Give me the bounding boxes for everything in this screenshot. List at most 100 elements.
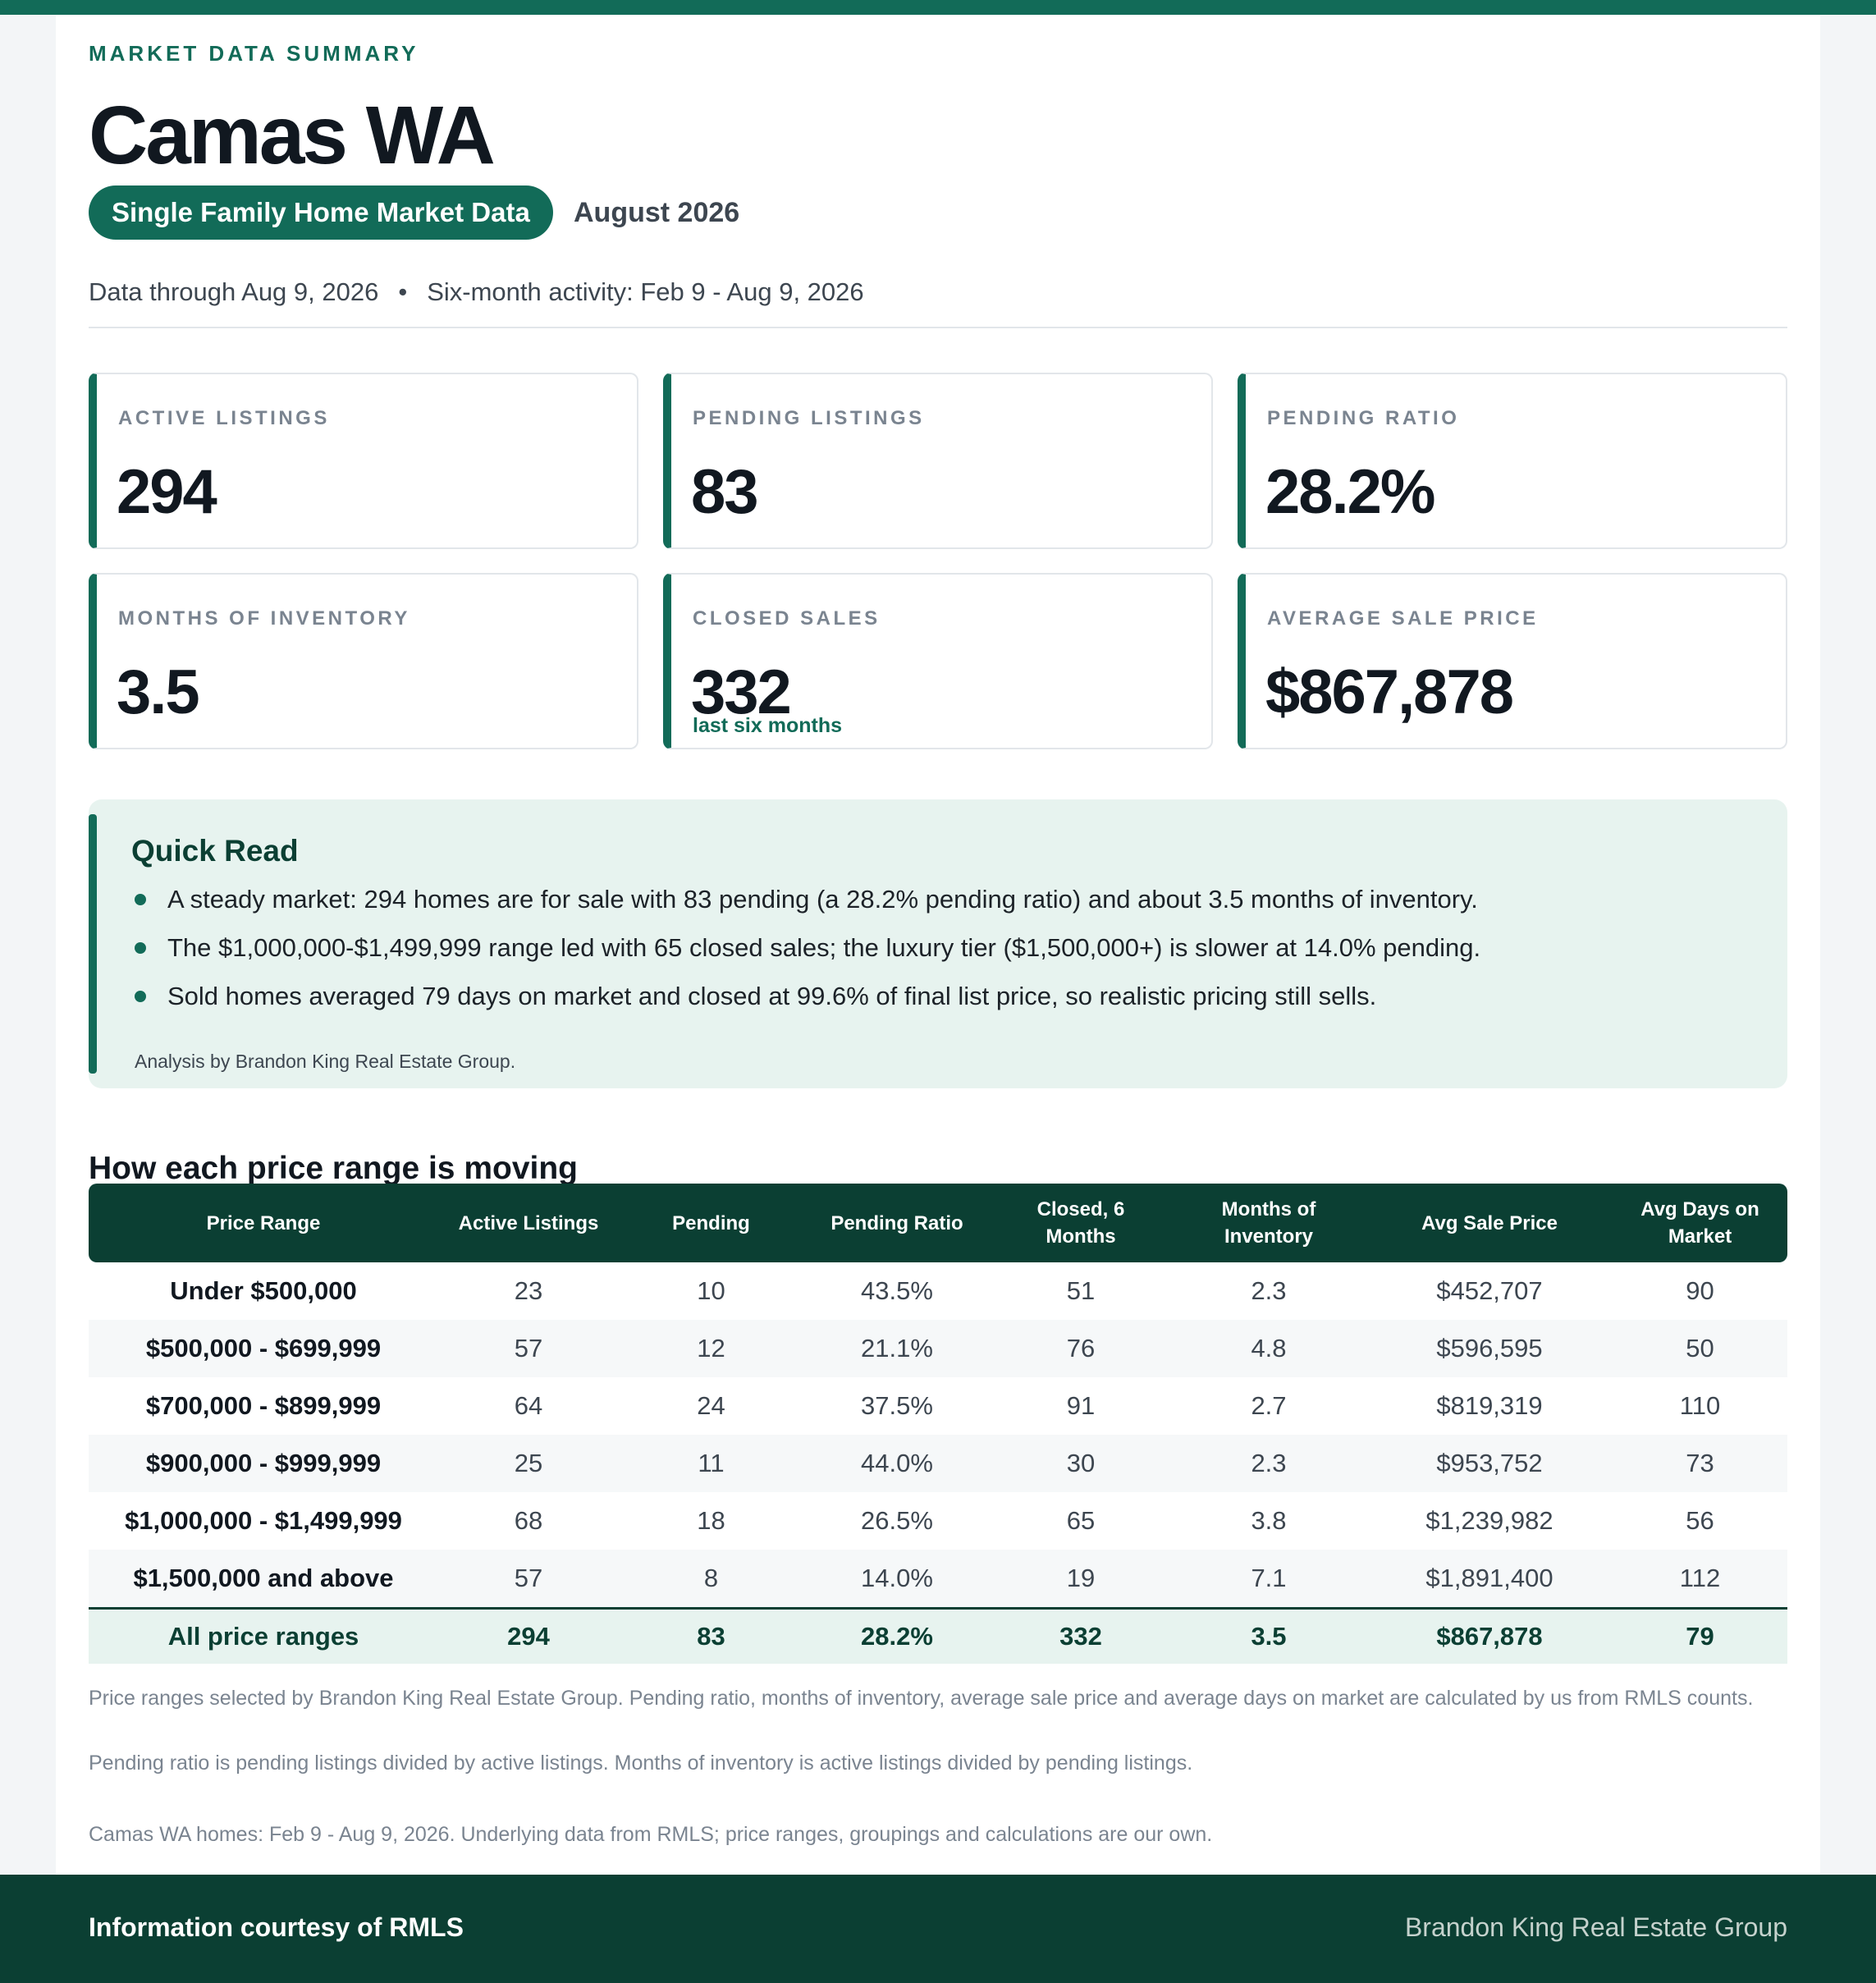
data-through-text: Data through Aug 9, 2026 <box>89 277 379 306</box>
quick-read-bullet-text: A steady market: 294 homes are for sale … <box>167 885 1478 914</box>
column-header: Pending Ratio <box>803 1184 991 1262</box>
table-cell: 7.1 <box>1171 1550 1366 1607</box>
column-header: Avg Days on Market <box>1613 1184 1787 1262</box>
total-cell: 3.5 <box>1171 1607 1366 1664</box>
header-divider <box>89 327 1787 328</box>
quick-read-accent-bar <box>89 814 97 1074</box>
quick-read-bullet-text: The $1,000,000-$1,499,999 range led with… <box>167 933 1481 962</box>
table-cell: 21.1% <box>803 1320 991 1377</box>
stat-subtext: last six months <box>693 714 842 737</box>
stat-value: 3.5 <box>117 657 200 727</box>
stat-value: 294 <box>117 457 217 527</box>
table-cell: 4.8 <box>1171 1320 1366 1377</box>
price-range-section-title: How each price range is moving <box>89 1151 579 1186</box>
stat-label: Closed Sales <box>693 607 881 630</box>
table-cell: 2.3 <box>1251 1276 1287 1305</box>
table-cell: 73 <box>1613 1435 1787 1492</box>
stat-value: 332 <box>691 657 792 727</box>
price-range-cell: $500,000 - $699,999 <box>89 1320 438 1377</box>
table-cell: $596,595 <box>1366 1320 1613 1377</box>
stat-card-average-sale-price: Average Sale Price $867,878 <box>1238 573 1787 749</box>
column-header: Price Range <box>89 1184 438 1262</box>
table-header-row: Price Range Active Listings Pending Pend… <box>89 1184 1787 1262</box>
bullet-dot-icon <box>135 991 146 1002</box>
table-cell: 91 <box>1066 1391 1096 1420</box>
table-cell: 37.5% <box>861 1391 933 1420</box>
quick-read-bullet: Sold homes averaged 79 days on market an… <box>131 980 1480 1028</box>
column-header: Months of Inventory <box>1171 1184 1366 1262</box>
bullet-dot-icon <box>135 894 146 905</box>
table-cell: 65 <box>1066 1506 1096 1535</box>
column-header: Pending <box>619 1184 803 1262</box>
analysis-credit: Analysis by Brandon King Real Estate Gro… <box>135 1051 516 1072</box>
stat-label: Active Listings <box>118 407 330 429</box>
table-cell: $953,752 <box>1366 1435 1613 1492</box>
total-cell: 79 <box>1613 1607 1787 1664</box>
column-header: Avg Sale Price <box>1366 1184 1613 1262</box>
property-type-badge: Single Family Home Market Data <box>89 185 553 240</box>
stat-label: Average Sale Price <box>1267 607 1539 630</box>
stat-card-months-of-inventory: Months of Inventory 3.5 <box>89 573 638 749</box>
stat-label: Pending Listings <box>693 407 925 429</box>
stat-card-closed-sales: Closed Sales 332 last six months <box>663 573 1213 749</box>
report-period: August 2026 <box>574 197 740 228</box>
report-sheet: MARKET DATA SUMMARY Camas WA Single Fami… <box>56 15 1820 1875</box>
date-range-line: Data through Aug 9, 2026 • Six-month activ… <box>89 277 864 307</box>
table-cell: 11 <box>619 1435 803 1492</box>
total-cell: 83 <box>619 1607 803 1664</box>
footer-brokerage: Brandon King Real Estate Group <box>1404 1912 1787 1942</box>
table-cell: 43.5% <box>861 1276 933 1305</box>
top-accent-bar <box>0 0 1876 15</box>
stat-card-pending-listings: Pending Listings 83 <box>663 373 1213 549</box>
table-cell: $452,707 <box>1436 1276 1543 1305</box>
report-kicker: MARKET DATA SUMMARY <box>89 41 419 66</box>
table-cell: 2.3 <box>1171 1435 1366 1492</box>
price-range-cell: $700,000 - $899,999 <box>145 1391 382 1420</box>
page-footer: Information courtesy of RMLS Brandon Kin… <box>0 1875 1876 1983</box>
stat-label: Pending Ratio <box>1267 407 1460 429</box>
stat-value: 83 <box>691 457 759 527</box>
quick-read-bullet-text: Sold homes averaged 79 days on market an… <box>167 982 1377 1010</box>
quick-read-bullet: A steady market: 294 homes are for sale … <box>131 883 1480 932</box>
total-cell: 332 <box>991 1607 1171 1664</box>
table-cell: 64 <box>514 1391 543 1420</box>
table-row: $700,000 - $899,999 64 24 37.5% 91 2.7 $… <box>89 1377 1787 1435</box>
table-cell: $1,239,982 <box>1425 1506 1553 1535</box>
table-cell: 50 <box>1613 1320 1787 1377</box>
table-cell: 10 <box>697 1276 725 1305</box>
table-cell: 30 <box>991 1435 1171 1492</box>
stat-value: 28.2% <box>1265 457 1435 527</box>
table-cell: 57 <box>438 1320 619 1377</box>
table-row: $900,000 - $999,999 25 11 44.0% 30 2.3 $… <box>89 1435 1787 1492</box>
table-row: $500,000 - $699,999 57 12 21.1% 76 4.8 $… <box>89 1320 1787 1377</box>
table-cell: 14.0% <box>803 1550 991 1607</box>
table-cell: 68 <box>514 1506 543 1535</box>
table-cell: 110 <box>1679 1391 1721 1420</box>
stat-card-active-listings: Active Listings 294 <box>89 373 638 549</box>
table-cell: $819,319 <box>1436 1391 1543 1420</box>
stat-card-pending-ratio: Pending Ratio 28.2% <box>1238 373 1787 549</box>
table-total-row: All price ranges 294 83 28.2% 332 3.5 $8… <box>89 1607 1787 1664</box>
table-cell: 12 <box>619 1320 803 1377</box>
table-cell: 18 <box>697 1506 725 1535</box>
table-cell: $1,891,400 <box>1366 1550 1613 1607</box>
price-range-cell: Under $500,000 <box>170 1276 357 1305</box>
table-cell: 25 <box>438 1435 619 1492</box>
table-cell: 8 <box>619 1550 803 1607</box>
table-cell: 90 <box>1686 1276 1714 1305</box>
table-cell: 76 <box>991 1320 1171 1377</box>
quick-read-panel: Quick Read A steady market: 294 homes ar… <box>89 799 1787 1088</box>
source-note: Camas WA homes: Feb 9 - Aug 9, 2026. Und… <box>89 1823 1213 1846</box>
stat-label: Months of Inventory <box>118 607 410 630</box>
table-row: $1,500,000 and above 57 8 14.0% 19 7.1 $… <box>89 1550 1787 1607</box>
table-cell: 19 <box>991 1550 1171 1607</box>
table-cell: 57 <box>438 1550 619 1607</box>
methodology-note: Price ranges selected by Brandon King Re… <box>89 1687 1754 1710</box>
table-row: $1,000,000 - $1,499,999 68 18 26.5% 65 3… <box>89 1492 1787 1550</box>
quick-read-list: A steady market: 294 homes are for sale … <box>131 883 1480 1028</box>
table-cell: 3.8 <box>1251 1506 1287 1535</box>
total-cell: 294 <box>438 1607 619 1664</box>
table-cell: 112 <box>1613 1550 1787 1607</box>
report-title: Camas WA <box>89 89 496 181</box>
price-range-cell: $1,000,000 - $1,499,999 <box>125 1506 402 1535</box>
